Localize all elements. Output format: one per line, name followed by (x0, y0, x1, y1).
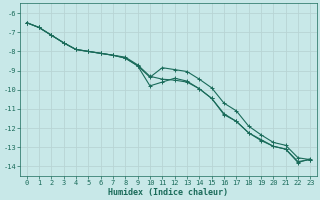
X-axis label: Humidex (Indice chaleur): Humidex (Indice chaleur) (108, 188, 228, 197)
